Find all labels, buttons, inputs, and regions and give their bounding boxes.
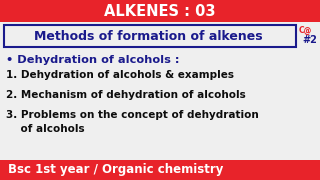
Text: #2: #2: [302, 35, 317, 45]
Bar: [0, 160, 320, 180]
Text: ALKENES : 03: ALKENES : 03: [104, 3, 216, 19]
Bar: [0, 0, 320, 22]
Text: 3. Problems on the concept of dehydration: 3. Problems on the concept of dehydratio…: [6, 110, 259, 120]
Text: of alcohols: of alcohols: [6, 124, 84, 134]
Bar: [4, 25, 296, 47]
Text: Bsc 1st year / Organic chemistry: Bsc 1st year / Organic chemistry: [8, 163, 223, 177]
Text: • Dehydration of alcohols :: • Dehydration of alcohols :: [6, 55, 180, 65]
Text: 2. Mechanism of dehydration of alcohols: 2. Mechanism of dehydration of alcohols: [6, 90, 246, 100]
Text: C@: C@: [298, 26, 312, 35]
Text: 1. Dehydration of alcohols & examples: 1. Dehydration of alcohols & examples: [6, 70, 234, 80]
Text: Methods of formation of alkenes: Methods of formation of alkenes: [34, 30, 262, 42]
